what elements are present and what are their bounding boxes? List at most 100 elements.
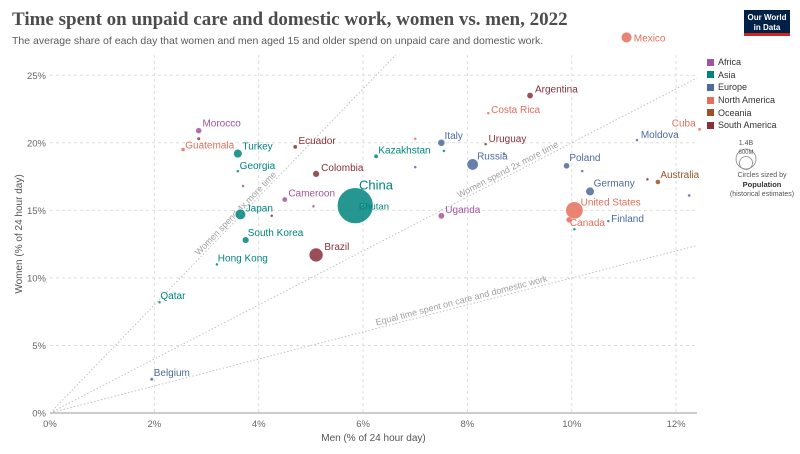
point-unlabeled — [196, 136, 201, 141]
point-brazil — [308, 247, 324, 263]
point-finland — [606, 219, 610, 223]
x-tick-label: 2% — [147, 419, 161, 430]
point-germany — [585, 186, 595, 197]
legend-swatch — [707, 96, 714, 104]
point-label-colombia: Colombia — [321, 163, 364, 174]
legend-item-north-america[interactable]: North America — [707, 94, 797, 107]
point-label-hong-kong: Hong Kong — [218, 253, 268, 264]
point-label-uganda: Uganda — [445, 205, 480, 216]
y-tick-label: 10% — [27, 273, 47, 284]
point-label-uruguay: Uruguay — [489, 134, 527, 145]
point-unlabeled — [442, 149, 446, 153]
point-bhutan — [361, 204, 365, 208]
point-mexico — [620, 31, 633, 44]
point-label-germany: Germany — [594, 178, 635, 189]
legend-label: Asia — [718, 69, 736, 80]
point-turkey — [233, 148, 243, 159]
y-tick-label: 5% — [32, 341, 46, 352]
point-unlabeled — [413, 165, 417, 169]
point-label-belgium: Belgium — [154, 368, 190, 379]
logo-line-1: Our World — [747, 13, 787, 22]
point-unlabeled — [687, 193, 691, 198]
x-axis-label: Men (% of 24 hour day) — [321, 433, 426, 444]
size-legend-line2: Population — [742, 180, 782, 189]
point-unlabeled — [241, 184, 245, 188]
x-tick-label: 0% — [43, 419, 57, 430]
point-unlabeled — [572, 227, 576, 231]
point-label-argentina: Argentina — [535, 85, 578, 96]
point-label-italy: Italy — [445, 131, 463, 142]
legend-swatch — [707, 58, 714, 66]
point-china — [336, 187, 374, 224]
point-unlabeled — [311, 204, 316, 208]
legend-item-africa[interactable]: Africa — [707, 56, 797, 69]
point-unlabeled — [502, 152, 506, 156]
point-cameroon — [282, 196, 288, 203]
point-morocco — [195, 127, 202, 134]
point-moldova — [635, 138, 639, 142]
point-italy — [437, 138, 446, 147]
point-japan — [234, 208, 247, 221]
chart-subtitle: The average share of each day that women… — [12, 35, 544, 47]
reference-line — [50, 77, 698, 413]
point-label-united-states: United States — [581, 197, 641, 208]
point-label-canada: Canada — [570, 218, 605, 229]
point-unlabeled — [645, 177, 649, 181]
point-canada — [566, 216, 573, 223]
point-label-cameroon: Cameroon — [288, 189, 335, 200]
y-axis-label: Women (% of 24 hour day) — [14, 174, 25, 293]
point-unlabeled — [270, 214, 274, 218]
point-kazakhstan — [373, 154, 379, 159]
size-legend-line1: Circles sized by — [737, 172, 787, 179]
point-belgium — [149, 377, 154, 382]
point-uruguay — [484, 142, 488, 146]
point-label-brazil: Brazil — [324, 242, 349, 253]
point-label-poland: Poland — [569, 153, 600, 164]
reference-line — [50, 54, 396, 413]
point-label-turkey: Turkey — [242, 142, 272, 153]
owid-logo[interactable]: Our World in Data — [744, 10, 790, 36]
legend-item-oceania[interactable]: Oceania — [707, 106, 797, 119]
size-legend-big-circle — [735, 148, 757, 170]
point-colombia — [312, 170, 320, 178]
legend-label: Europe — [718, 82, 748, 93]
x-tick-label: 10% — [562, 419, 582, 430]
logo-line-2: in Data — [753, 23, 781, 32]
x-tick-label: 4% — [252, 419, 266, 430]
reference-line-label: Equal time spent on care and domestic wo… — [374, 273, 548, 327]
point-label-kazakhstan: Kazakhstan — [378, 145, 430, 156]
point-qatar — [158, 300, 162, 304]
point-label-finland: Finland — [611, 214, 644, 225]
x-tick-label: 6% — [356, 419, 370, 430]
point-unlabeled — [580, 169, 584, 173]
legend-swatch — [707, 83, 714, 91]
y-tick-label: 0% — [32, 409, 46, 420]
legend-item-asia[interactable]: Asia — [707, 69, 797, 82]
x-tick-label: 12% — [667, 419, 687, 430]
data-points — [149, 31, 702, 382]
legend-swatch — [707, 71, 714, 79]
point-label-morocco: Morocco — [202, 119, 241, 130]
point-label-mexico: Mexico — [634, 33, 666, 44]
point-australia — [655, 179, 661, 185]
legend-label: South America — [718, 120, 777, 131]
legend-swatch — [707, 121, 714, 129]
point-label-moldova: Moldova — [641, 130, 679, 141]
region-legend: Africa Asia Europe North America Oceania Sout… — [707, 56, 797, 132]
point-label-australia: Australia — [660, 170, 699, 181]
legend-item-europe[interactable]: Europe — [707, 81, 797, 94]
y-tick-label: 15% — [27, 206, 47, 217]
point-united-states — [565, 201, 584, 220]
legend-swatch — [707, 109, 714, 117]
point-unlabeled — [413, 137, 417, 141]
point-russia — [466, 158, 479, 171]
legend-item-south-america[interactable]: South America — [707, 119, 797, 132]
point-label-costa-rica: Costa Rica — [491, 105, 540, 116]
point-costa-rica — [486, 111, 490, 115]
point-cuba — [697, 127, 702, 132]
size-legend-big-label: 1.4B — [739, 140, 754, 147]
point-south-korea — [241, 236, 250, 244]
legend-label: Oceania — [718, 107, 752, 118]
point-ecuador — [293, 144, 298, 150]
